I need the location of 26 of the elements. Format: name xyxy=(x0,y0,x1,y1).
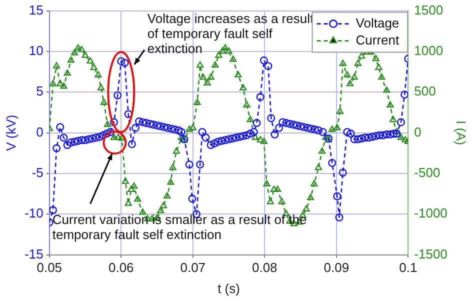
x-tick-label: 0.07 xyxy=(180,260,206,276)
y2-tick-label: -500 xyxy=(414,165,440,180)
legend-label: Current xyxy=(356,32,400,48)
y2-tick-label: 1000 xyxy=(414,43,444,58)
y2-axis-title: I (A) xyxy=(454,120,469,146)
y2-tick-label: -1500 xyxy=(414,246,448,262)
y2-tick-label: 500 xyxy=(414,84,436,99)
y-tick-label: 5 xyxy=(36,84,44,99)
annotation: Voltage increases as a result of temporary fault self extinction xyxy=(147,10,314,56)
x-tick-label: 0.1 xyxy=(399,260,418,276)
y-tick-label: 0 xyxy=(36,124,44,140)
y-tick-label: -10 xyxy=(24,206,44,221)
y-tick-label: 10 xyxy=(28,43,44,58)
y-tick-label: -5 xyxy=(32,165,44,180)
y-axis-title: V (kV) xyxy=(3,114,18,151)
legend-label: Voltage xyxy=(356,15,400,30)
x-tick-label: 0.05 xyxy=(36,260,62,276)
x-tick-label: 0.09 xyxy=(324,260,350,276)
y-tick-label: -15 xyxy=(24,246,44,262)
y2-tick-label: 0 xyxy=(414,124,422,140)
y2-tick-label: 1500 xyxy=(414,2,444,18)
x-axis-title: t (s) xyxy=(218,280,240,296)
x-tick-label: 0.08 xyxy=(252,260,278,276)
y-tick-label: 15 xyxy=(28,2,44,18)
y2-tick-label: -1000 xyxy=(414,206,448,221)
x-tick-label: 0.06 xyxy=(108,260,134,276)
